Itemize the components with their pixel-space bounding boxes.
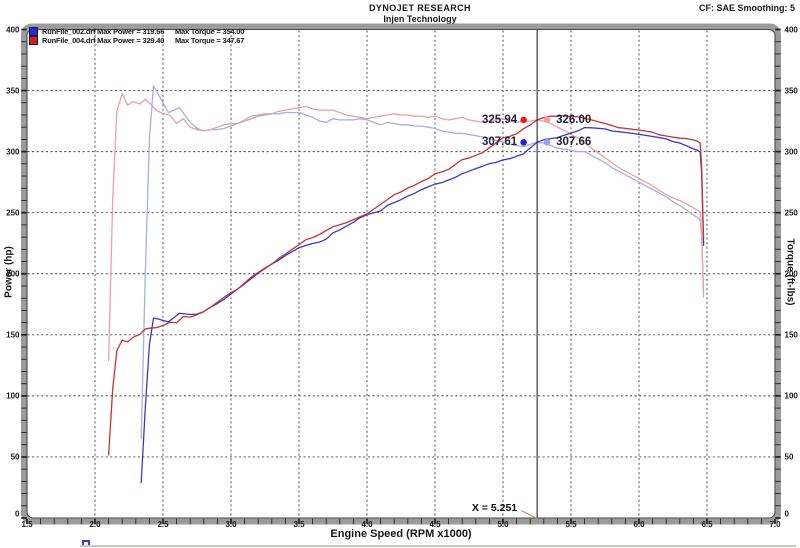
x-tick-label: 3.5 <box>293 520 305 529</box>
right-axis-title: Torque (ft-lbs) <box>784 238 796 306</box>
left-axis-title: Power (hp) <box>3 246 15 298</box>
cursor-readout-power-run004: 325.94 <box>481 113 518 126</box>
right-tick-label: 400 <box>784 25 798 34</box>
x-tick-label: 6.0 <box>633 520 645 529</box>
right-tick-label: 0 <box>784 509 789 518</box>
cursor-readout-torque-run002: 307.66 <box>556 136 592 149</box>
x-tick-label: 2.0 <box>89 520 101 529</box>
chart-title: DYNOJET RESEARCH <box>369 3 471 13</box>
x-tick-label: 3.0 <box>225 520 237 529</box>
x-tick-label: 5.0 <box>497 520 509 529</box>
x-tick-label: 6.5 <box>701 520 713 529</box>
left-tick-label: 300 <box>6 147 20 157</box>
series-power_004 <box>107 115 705 456</box>
series-torque_002 <box>140 85 705 440</box>
left-tick-label: 0 <box>15 509 20 518</box>
left-tick-label: 50 <box>10 452 20 462</box>
cursor-readout-torque-run004: 326.00 <box>556 113 592 126</box>
x-tick-label: 4.5 <box>429 520 441 529</box>
series-power_002 <box>140 126 705 484</box>
next-panel-divider <box>80 545 796 547</box>
axis-frame <box>21 23 781 525</box>
left-tick-label: 100 <box>6 391 20 401</box>
left-tick-label: 250 <box>6 208 20 218</box>
left-tick-label: 150 <box>6 330 20 340</box>
chart-subtitle: Injen Technology <box>383 14 457 24</box>
series-torque_004 <box>107 92 705 362</box>
left-tick-label: 400 <box>6 25 20 34</box>
right-tick-label: 50 <box>784 452 794 462</box>
right-tick-label: 200 <box>784 269 798 279</box>
right-tick-label: 250 <box>784 208 798 218</box>
x-tick-label: 5.5 <box>565 520 577 529</box>
x-tick-label: 2.5 <box>157 520 169 529</box>
x-tick-label: 7.0 <box>769 520 781 529</box>
right-tick-label: 150 <box>784 330 798 340</box>
correction-smoothing-note: CF: SAE Smoothing: 5 <box>699 3 795 13</box>
legend-swatch <box>29 27 38 36</box>
cursor-x-value-label: X = 5.251 <box>471 502 518 514</box>
cursor-callout-line <box>520 509 538 520</box>
right-tick-label: 300 <box>784 147 798 157</box>
x-tick-label: 1.5 <box>21 520 33 529</box>
legend-torque-label: Max Torque = 347.67 <box>175 36 245 46</box>
left-tick-label: 350 <box>6 86 20 96</box>
left-tick-label: 200 <box>6 269 20 279</box>
cursor-dots <box>520 116 551 146</box>
legend-swatch <box>29 36 38 46</box>
right-tick-label: 100 <box>784 391 798 401</box>
legend-run-power-label: RunFile_004.drf Max Power = 329.40 <box>42 36 165 46</box>
legend-run-power-label: RunFile_002.drf Max Power = 319.66 <box>42 27 165 36</box>
right-tick-label: 350 <box>784 86 798 96</box>
x-axis-title: Engine Speed (RPM x1000) <box>330 528 472 540</box>
legend-torque-label: Max Torque = 354.00 <box>175 27 245 36</box>
legend-row-RunFile_002.drf[interactable]: RunFile_002.drf Max Power = 319.66 Max To… <box>29 27 244 36</box>
gridlines <box>27 30 775 518</box>
legend-row-RunFile_004.drf[interactable]: RunFile_004.drf Max Power = 329.40 Max To… <box>29 36 245 46</box>
dyno-curves <box>107 85 705 484</box>
x-tick-label: 4.0 <box>361 520 373 529</box>
cursor-readout-power-run002: 307.61 <box>481 136 518 149</box>
